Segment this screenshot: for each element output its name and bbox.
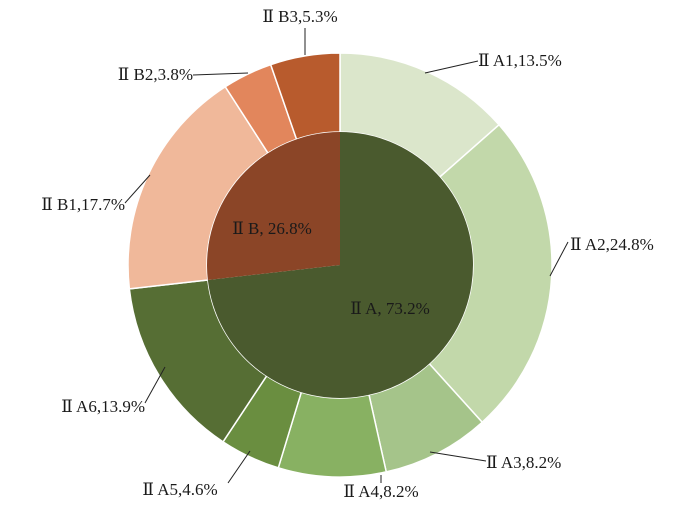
label-ii-a3: Ⅱ A3,8.2% [486,453,561,472]
slice-ii-b [207,132,340,281]
slice-labels: Ⅱ A, 73.2% Ⅱ B, 26.8% Ⅱ A1,13.5% Ⅱ A2,24.8%… [41,7,654,501]
label-ii-a2: Ⅱ A2,24.8% [570,235,654,254]
label-ii-b3: Ⅱ B3,5.3% [262,7,337,26]
leader-line-ii-a1 [424,60,479,74]
label-ii-a: Ⅱ A, 73.2% [350,299,430,318]
leader-line-ii-b1 [124,174,151,204]
leader-lines [124,28,569,484]
leader-line-ii-a3 [429,451,487,462]
label-ii-b2: Ⅱ B2,3.8% [118,65,193,84]
leader-line-ii-a2 [549,241,569,277]
slice-ii-a [207,132,473,399]
label-ii-a6: Ⅱ A6,13.9% [61,397,145,416]
label-ii-a1: Ⅱ A1,13.5% [478,51,562,70]
label-ii-b: Ⅱ B, 26.8% [232,219,312,238]
leader-line-ii-a6 [144,366,166,404]
outer-ring [127,52,553,478]
inner-ring [207,132,473,399]
label-ii-b1: Ⅱ B1,17.7% [41,195,125,214]
leader-line-ii-b2 [192,72,249,76]
label-ii-a5: Ⅱ A5,4.6% [142,480,217,499]
leader-line-ii-a5 [227,450,251,484]
label-ii-a4: Ⅱ A4,8.2% [343,482,418,501]
